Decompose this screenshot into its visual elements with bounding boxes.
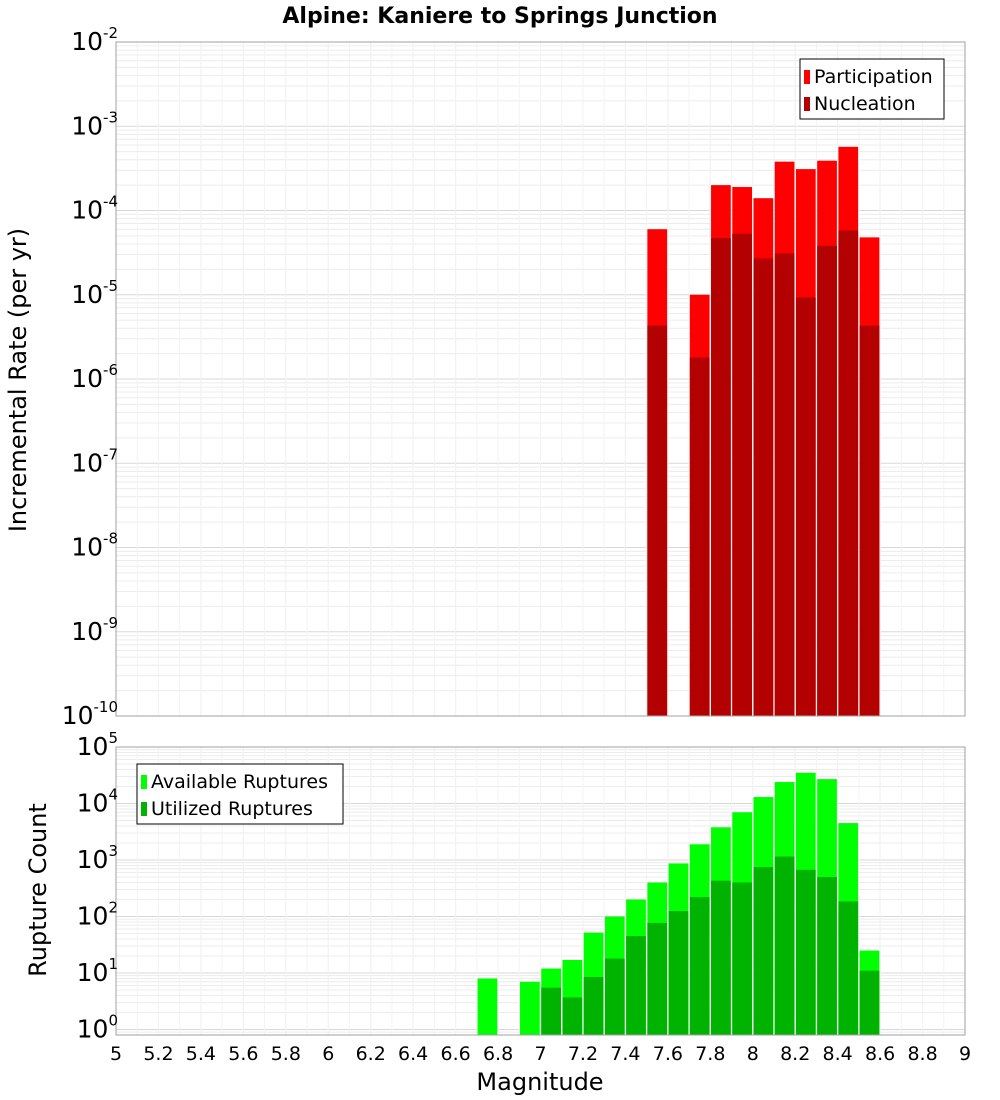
bar xyxy=(626,936,646,1035)
x-tick-label: 7.2 xyxy=(568,1043,598,1065)
bar xyxy=(817,245,837,716)
legend-swatch xyxy=(804,97,810,111)
legend-swatch xyxy=(141,775,147,789)
series-utilized-ruptures xyxy=(541,856,880,1035)
y-tick-label: 103 xyxy=(77,842,118,874)
bar xyxy=(795,869,816,1035)
bar xyxy=(583,977,604,1035)
x-tick-label: 7.6 xyxy=(653,1043,683,1065)
bar xyxy=(689,357,710,716)
rate-y-axis-label: Incremental Rate (per yr) xyxy=(4,228,32,532)
x-axis-label: Magnitude xyxy=(476,1068,603,1096)
x-tick-label: 5.8 xyxy=(271,1043,301,1065)
x-tick-label: 8.4 xyxy=(823,1043,853,1065)
x-tick-label: 7.4 xyxy=(610,1043,640,1065)
x-tick-label: 5.4 xyxy=(186,1043,216,1065)
y-tick-label: 10-5 xyxy=(71,277,118,309)
bar xyxy=(838,230,859,716)
bar xyxy=(774,856,795,1035)
bar xyxy=(647,922,668,1035)
bar xyxy=(541,987,561,1035)
y-tick-label: 102 xyxy=(77,899,118,931)
x-tick-label: 7.8 xyxy=(695,1043,725,1065)
x-tick-label: 8.6 xyxy=(865,1043,895,1065)
bar xyxy=(562,997,583,1035)
bar xyxy=(711,238,731,716)
legend-label: Participation xyxy=(814,66,933,88)
bar xyxy=(753,258,774,716)
chart-title: Alpine: Kaniere to Springs Junction xyxy=(282,4,717,29)
x-axis-tick-labels: 5 5.2 5.4 5.6 5.8 6 6.2 6.4 6.6 6.8 7 7.2 7.4 7.6 7.8 8… xyxy=(110,1043,971,1065)
rate-plot-panel: 10-10 10-9 10-8 10-7 10-6 10-5 10-4 10-3 10-2 Par… xyxy=(62,24,966,730)
bar xyxy=(520,981,540,1035)
legend-box xyxy=(136,763,344,825)
x-tick-label: 5.2 xyxy=(143,1043,173,1065)
bar xyxy=(732,882,752,1035)
bar xyxy=(711,880,731,1035)
y-tick-label: 100 xyxy=(77,1012,118,1044)
y-tick-label: 10-2 xyxy=(71,24,118,56)
x-tick-label: 8.2 xyxy=(780,1043,810,1065)
bar xyxy=(838,901,859,1035)
x-tick-label: 5 xyxy=(110,1043,122,1065)
y-tick-label: 104 xyxy=(77,786,118,818)
y-tick-label: 10-3 xyxy=(71,108,118,140)
x-tick-label: 6.6 xyxy=(440,1043,470,1065)
bar xyxy=(689,897,710,1035)
bar xyxy=(859,970,880,1035)
y-tick-label: 10-7 xyxy=(71,445,118,477)
bar xyxy=(604,958,625,1035)
y-tick-label: 105 xyxy=(77,729,118,761)
grid-lines xyxy=(115,42,966,717)
bar xyxy=(477,978,498,1035)
bar xyxy=(817,877,837,1035)
bar xyxy=(732,233,752,717)
x-tick-label: 6.4 xyxy=(398,1043,428,1065)
legend-label: Utilized Ruptures xyxy=(151,798,313,820)
bar xyxy=(668,911,689,1035)
series-nucleation xyxy=(647,230,880,717)
bar xyxy=(753,867,774,1035)
bar xyxy=(859,325,880,716)
count-y-axis-label: Rupture Count xyxy=(24,803,52,977)
legend: Available Ruptures Utilized Ruptures xyxy=(136,763,344,825)
y-tick-label: 10-4 xyxy=(71,193,118,225)
legend: Participation Nucleation xyxy=(799,58,945,120)
legend-swatch xyxy=(141,802,147,816)
x-tick-label: 7 xyxy=(534,1043,546,1065)
y-tick-label: 101 xyxy=(77,955,118,987)
legend-swatch xyxy=(804,70,810,84)
y-tick-label: 10-8 xyxy=(71,530,118,562)
y-tick-label: 10-10 xyxy=(62,698,118,730)
plot-frame xyxy=(115,41,966,717)
x-tick-label: 6 xyxy=(322,1043,334,1065)
x-tick-label: 6.2 xyxy=(356,1043,386,1065)
plot-frame xyxy=(115,746,966,1036)
x-tick-label: 5.6 xyxy=(228,1043,258,1065)
bar xyxy=(774,253,795,716)
x-tick-label: 8 xyxy=(747,1043,759,1065)
bar xyxy=(795,297,816,716)
x-tick-label: 8.8 xyxy=(907,1043,937,1065)
x-tick-label: 9 xyxy=(959,1043,971,1065)
x-tick-label: 6.8 xyxy=(483,1043,513,1065)
legend-box xyxy=(799,58,945,120)
y-tick-label: 10-9 xyxy=(71,614,118,646)
bar xyxy=(647,325,668,716)
legend-label: Available Ruptures xyxy=(151,771,328,793)
legend-label: Nucleation xyxy=(814,93,916,115)
rupture-count-plot-panel: 100 101 102 103 104 105 Available Ruptures Util… xyxy=(77,729,966,1044)
y-tick-label: 10-6 xyxy=(71,361,118,393)
